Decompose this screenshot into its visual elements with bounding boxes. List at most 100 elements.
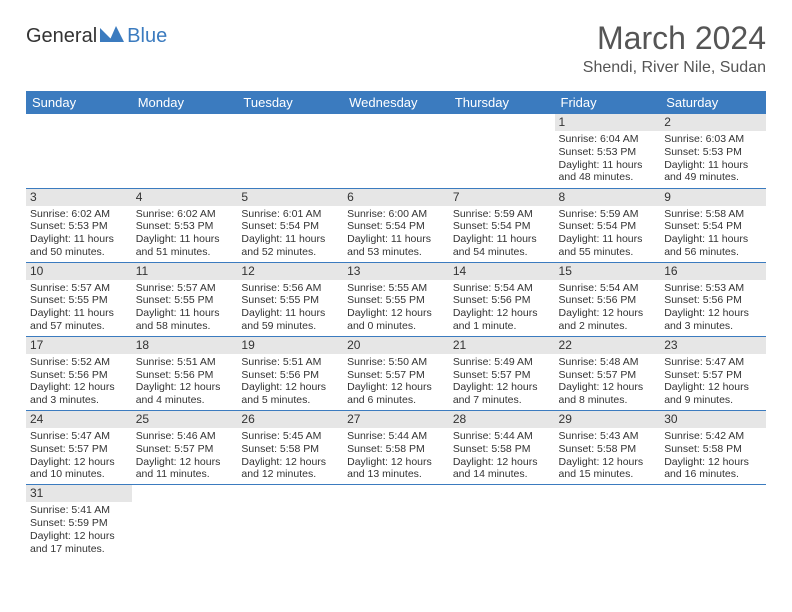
logo-text-1: General [26,25,97,48]
day-number: 16 [660,263,766,280]
daylight: Daylight: 12 hours and 2 minutes. [559,307,657,333]
sunrise: Sunrise: 5:54 AM [559,282,657,295]
calendar-cell: 25Sunrise: 5:46 AMSunset: 5:57 PMDayligh… [132,411,238,485]
sunset: Sunset: 5:58 PM [241,443,339,456]
daylight: Daylight: 12 hours and 3 minutes. [664,307,762,333]
daylight: Daylight: 11 hours and 56 minutes. [664,233,762,259]
sunset: Sunset: 5:53 PM [136,220,234,233]
daylight: Daylight: 11 hours and 55 minutes. [559,233,657,259]
daylight: Daylight: 12 hours and 9 minutes. [664,381,762,407]
weekday-header: Sunday [26,91,132,114]
sunset: Sunset: 5:58 PM [453,443,551,456]
header: General Blue March 2024 Shendi, River Ni… [26,20,766,77]
sunset: Sunset: 5:57 PM [30,443,128,456]
day-body: Sunrise: 5:41 AMSunset: 5:59 PMDaylight:… [26,502,132,558]
day-body: Sunrise: 5:57 AMSunset: 5:55 PMDaylight:… [26,280,132,336]
sunset: Sunset: 5:54 PM [453,220,551,233]
sunset: Sunset: 5:54 PM [347,220,445,233]
sunrise: Sunrise: 5:50 AM [347,356,445,369]
weekday-header-row: Sunday Monday Tuesday Wednesday Thursday… [26,91,766,114]
calendar-cell: 30Sunrise: 5:42 AMSunset: 5:58 PMDayligh… [660,411,766,485]
calendar-cell: 21Sunrise: 5:49 AMSunset: 5:57 PMDayligh… [449,336,555,410]
calendar-cell: 24Sunrise: 5:47 AMSunset: 5:57 PMDayligh… [26,411,132,485]
calendar-row: 24Sunrise: 5:47 AMSunset: 5:57 PMDayligh… [26,411,766,485]
calendar-cell: 18Sunrise: 5:51 AMSunset: 5:56 PMDayligh… [132,336,238,410]
day-body: Sunrise: 5:43 AMSunset: 5:58 PMDaylight:… [555,428,661,484]
daylight: Daylight: 12 hours and 1 minute. [453,307,551,333]
sunrise: Sunrise: 5:51 AM [241,356,339,369]
sunset: Sunset: 5:54 PM [559,220,657,233]
sunrise: Sunrise: 6:01 AM [241,208,339,221]
sunset: Sunset: 5:57 PM [559,369,657,382]
day-number: 15 [555,263,661,280]
sunset: Sunset: 5:57 PM [347,369,445,382]
sunrise: Sunrise: 5:57 AM [136,282,234,295]
calendar-row: 31Sunrise: 5:41 AMSunset: 5:59 PMDayligh… [26,485,766,559]
day-number: 2 [660,114,766,131]
daylight: Daylight: 12 hours and 16 minutes. [664,456,762,482]
sunrise: Sunrise: 5:44 AM [347,430,445,443]
sunset: Sunset: 5:57 PM [453,369,551,382]
sunrise: Sunrise: 5:58 AM [664,208,762,221]
sunrise: Sunrise: 5:57 AM [30,282,128,295]
daylight: Daylight: 12 hours and 8 minutes. [559,381,657,407]
day-body: Sunrise: 5:48 AMSunset: 5:57 PMDaylight:… [555,354,661,410]
day-body: Sunrise: 5:54 AMSunset: 5:56 PMDaylight:… [449,280,555,336]
sunrise: Sunrise: 5:41 AM [30,504,128,517]
sunrise: Sunrise: 6:02 AM [30,208,128,221]
daylight: Daylight: 12 hours and 12 minutes. [241,456,339,482]
sunrise: Sunrise: 5:53 AM [664,282,762,295]
daylight: Daylight: 12 hours and 11 minutes. [136,456,234,482]
daylight: Daylight: 12 hours and 13 minutes. [347,456,445,482]
sunset: Sunset: 5:54 PM [664,220,762,233]
day-number: 1 [555,114,661,131]
location: Shendi, River Nile, Sudan [583,59,766,77]
sunrise: Sunrise: 5:52 AM [30,356,128,369]
sunset: Sunset: 5:58 PM [664,443,762,456]
calendar-cell [237,114,343,188]
calendar-cell: 20Sunrise: 5:50 AMSunset: 5:57 PMDayligh… [343,336,449,410]
weekday-header: Monday [132,91,238,114]
day-body: Sunrise: 5:51 AMSunset: 5:56 PMDaylight:… [132,354,238,410]
day-number: 22 [555,337,661,354]
day-body: Sunrise: 5:55 AMSunset: 5:55 PMDaylight:… [343,280,449,336]
day-body: Sunrise: 5:49 AMSunset: 5:57 PMDaylight:… [449,354,555,410]
day-number: 19 [237,337,343,354]
calendar-cell [132,485,238,559]
calendar-cell: 28Sunrise: 5:44 AMSunset: 5:58 PMDayligh… [449,411,555,485]
sunrise: Sunrise: 5:49 AM [453,356,551,369]
sunset: Sunset: 5:56 PM [559,294,657,307]
day-number: 14 [449,263,555,280]
day-body: Sunrise: 5:47 AMSunset: 5:57 PMDaylight:… [660,354,766,410]
sunset: Sunset: 5:57 PM [664,369,762,382]
sunset: Sunset: 5:58 PM [347,443,445,456]
daylight: Daylight: 11 hours and 54 minutes. [453,233,551,259]
day-body: Sunrise: 5:57 AMSunset: 5:55 PMDaylight:… [132,280,238,336]
daylight: Daylight: 12 hours and 5 minutes. [241,381,339,407]
day-number: 8 [555,189,661,206]
daylight: Daylight: 11 hours and 51 minutes. [136,233,234,259]
day-number: 24 [26,411,132,428]
calendar-cell: 4Sunrise: 6:02 AMSunset: 5:53 PMDaylight… [132,188,238,262]
calendar-cell [237,485,343,559]
page-title: March 2024 [583,20,766,57]
day-number: 5 [237,189,343,206]
sunset: Sunset: 5:53 PM [559,146,657,159]
calendar-cell: 23Sunrise: 5:47 AMSunset: 5:57 PMDayligh… [660,336,766,410]
day-body: Sunrise: 5:42 AMSunset: 5:58 PMDaylight:… [660,428,766,484]
sunset: Sunset: 5:56 PM [136,369,234,382]
day-number: 9 [660,189,766,206]
calendar-cell: 13Sunrise: 5:55 AMSunset: 5:55 PMDayligh… [343,262,449,336]
sunrise: Sunrise: 5:42 AM [664,430,762,443]
day-body: Sunrise: 6:03 AMSunset: 5:53 PMDaylight:… [660,131,766,187]
calendar-cell: 5Sunrise: 6:01 AMSunset: 5:54 PMDaylight… [237,188,343,262]
calendar-cell: 16Sunrise: 5:53 AMSunset: 5:56 PMDayligh… [660,262,766,336]
day-body: Sunrise: 5:56 AMSunset: 5:55 PMDaylight:… [237,280,343,336]
sunset: Sunset: 5:58 PM [559,443,657,456]
calendar-cell: 15 Sunrise: 5:54 AMSunset: 5:56 PMDayligh… [555,262,661,336]
sunrise: Sunrise: 5:43 AM [559,430,657,443]
daylight: Daylight: 11 hours and 58 minutes. [136,307,234,333]
day-body: Sunrise: 6:04 AMSunset: 5:53 PMDaylight:… [555,131,661,187]
daylight: Daylight: 11 hours and 50 minutes. [30,233,128,259]
calendar-cell: 1Sunrise: 6:04 AMSunset: 5:53 PMDaylight… [555,114,661,188]
